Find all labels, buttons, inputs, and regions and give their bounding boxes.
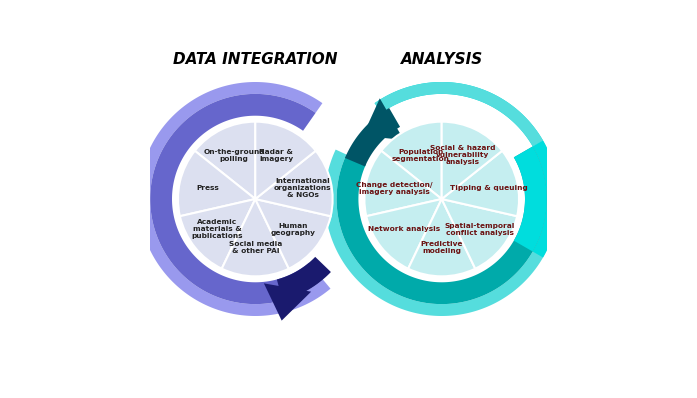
Polygon shape [138,82,330,316]
Wedge shape [381,122,442,199]
Text: Social media
& other PAI: Social media & other PAI [229,241,282,254]
Text: Academic
materials &
publications: Academic materials & publications [192,219,243,239]
Text: Network analysis: Network analysis [367,226,440,232]
Wedge shape [442,199,517,269]
Polygon shape [264,283,311,321]
Wedge shape [178,151,255,216]
Text: Predictive
modeling: Predictive modeling [420,241,463,254]
Text: Tipping & queuing: Tipping & queuing [450,185,528,191]
Polygon shape [374,82,543,146]
Polygon shape [337,146,547,304]
Wedge shape [195,122,255,199]
Wedge shape [255,122,316,199]
Text: On-the-ground
polling: On-the-ground polling [204,148,265,162]
Text: Press: Press [197,185,219,191]
Wedge shape [442,151,519,216]
Wedge shape [365,151,442,216]
Text: Population
segmentation: Population segmentation [392,148,450,162]
Text: Human
geography: Human geography [271,223,316,236]
Polygon shape [325,140,559,316]
Polygon shape [150,94,323,304]
Polygon shape [362,98,404,140]
Polygon shape [277,257,331,300]
Wedge shape [408,199,475,276]
Text: Spatial-temporal
conflict analysis: Spatial-temporal conflict analysis [445,223,515,236]
Text: Social & hazard
vulnerability
analysis: Social & hazard vulnerability analysis [430,145,496,165]
Polygon shape [514,146,547,252]
Polygon shape [345,108,400,166]
Wedge shape [222,199,289,276]
Text: DATA INTEGRATION: DATA INTEGRATION [173,52,337,67]
Wedge shape [255,151,332,216]
Wedge shape [180,199,255,269]
Text: International
organizations
& NGOs: International organizations & NGOs [274,178,332,198]
Polygon shape [533,140,559,258]
Text: Change detection/
imagery analysis: Change detection/ imagery analysis [356,181,433,195]
Wedge shape [255,199,330,269]
Text: ANALYSIS: ANALYSIS [401,52,483,67]
Wedge shape [367,199,442,269]
Polygon shape [374,82,543,146]
Text: Radar &
imagery: Radar & imagery [259,148,293,162]
Wedge shape [442,122,502,199]
